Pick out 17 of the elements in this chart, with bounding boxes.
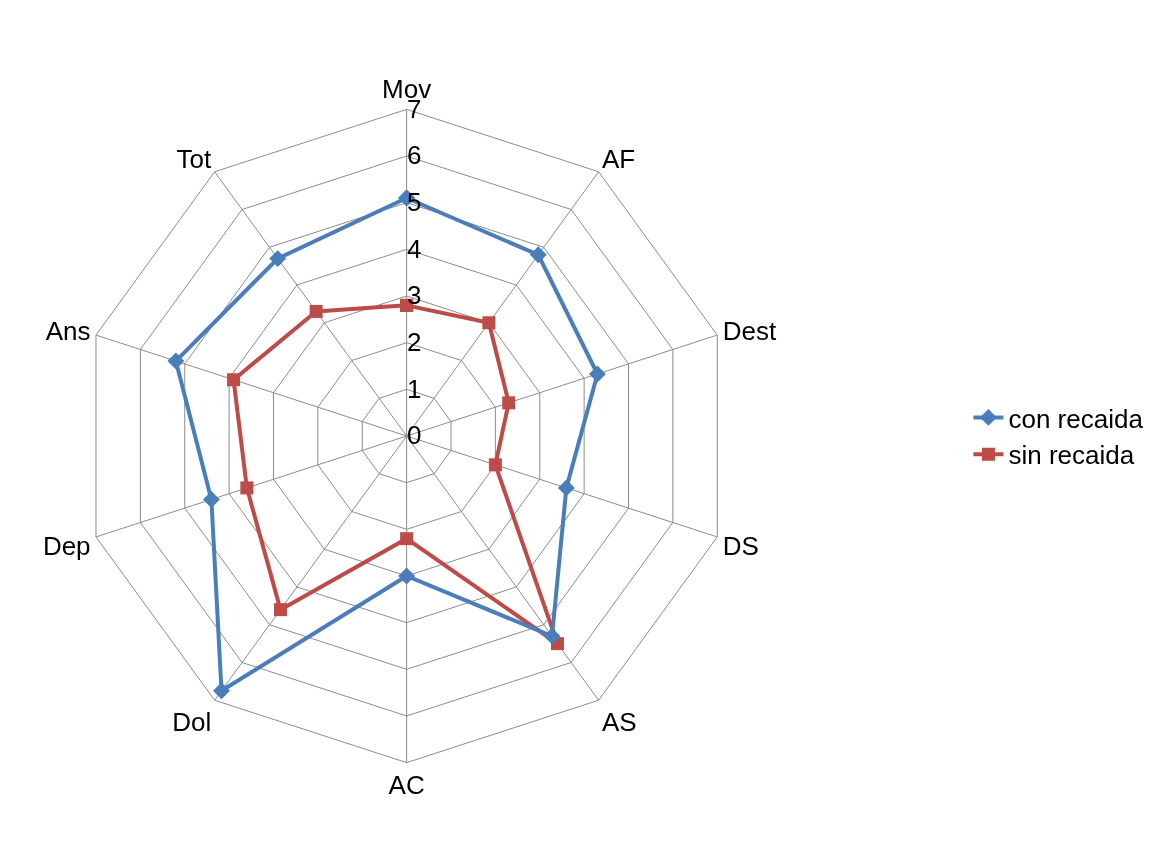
spoke-label: DS <box>722 531 759 562</box>
y-tick-label: 6 <box>407 140 422 171</box>
spoke-label: AF <box>601 144 636 175</box>
y-tick-label: 3 <box>407 280 422 311</box>
spoke-label: Tot <box>176 144 213 175</box>
spoke-label: AC <box>388 770 425 801</box>
spoke-label: Dest <box>722 316 777 347</box>
y-tick-label: 1 <box>407 373 422 404</box>
legend-label: con recaida <box>1008 403 1144 434</box>
y-tick-label: 4 <box>407 233 422 264</box>
spoke-label: Dep <box>42 531 91 562</box>
spoke-label: Dol <box>172 707 212 738</box>
legend-label: sin recaida <box>1008 440 1135 471</box>
spoke-label: Ans <box>45 316 91 347</box>
y-tick-label: 2 <box>407 327 422 358</box>
spoke-label: AS <box>601 707 637 738</box>
y-tick-label: 0 <box>407 420 422 451</box>
